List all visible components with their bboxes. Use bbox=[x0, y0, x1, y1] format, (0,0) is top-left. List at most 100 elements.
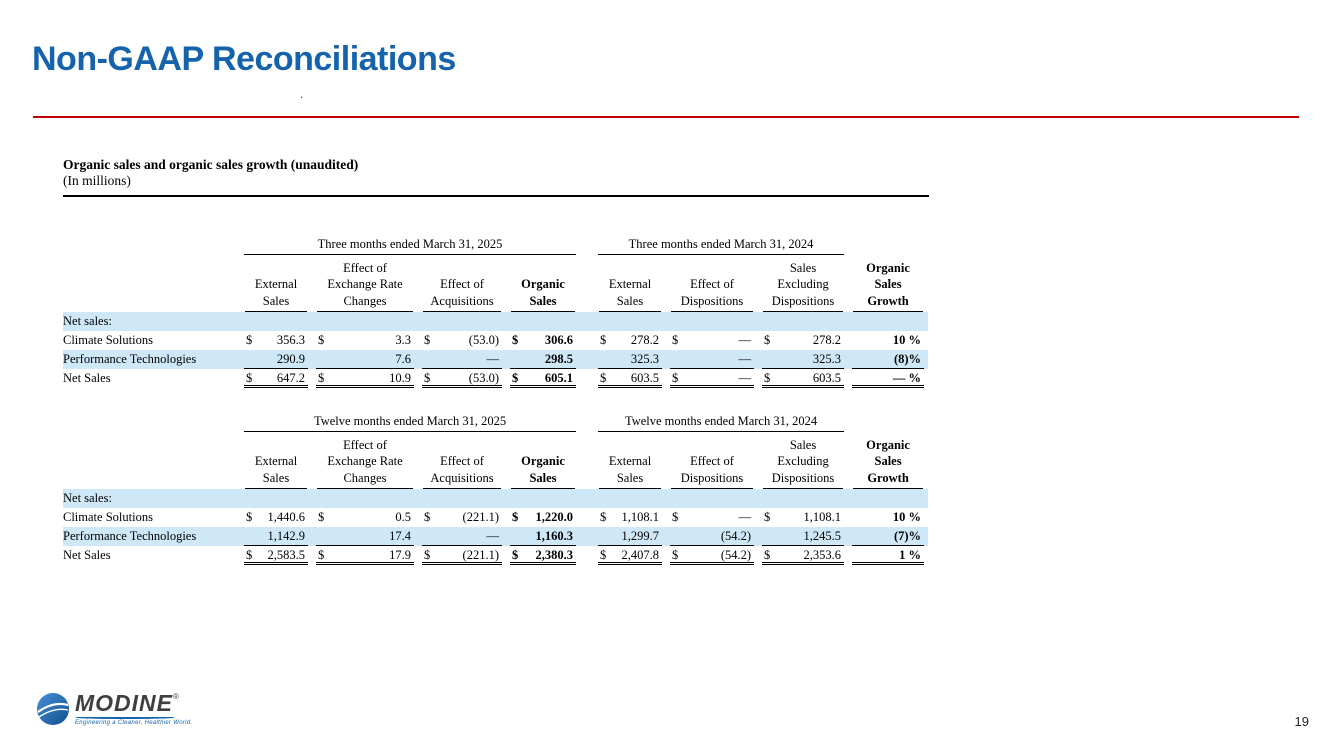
table-row: Net Sales $647.2 $10.9 $ (53.0) $605.1 $603.5 $… bbox=[63, 369, 928, 388]
value-cell: 1,160.3 bbox=[506, 527, 581, 546]
logo-tagline: Engineering a Cleaner, Healthier World. bbox=[75, 720, 193, 726]
spacer-cell bbox=[848, 410, 928, 432]
value-cell: $0.5 bbox=[318, 510, 411, 524]
value-cell: — bbox=[666, 350, 758, 369]
spacer-cell bbox=[848, 233, 928, 255]
row-label: Performance Technologies bbox=[63, 350, 240, 369]
value-cell: 1 % bbox=[848, 546, 928, 565]
column-header: External Sales bbox=[240, 432, 312, 489]
title-divider-line bbox=[33, 116, 1299, 118]
value-cell: $10.9 bbox=[312, 369, 418, 388]
column-header: Organic Sales Growth bbox=[848, 255, 928, 312]
column-header: Sales Excluding Dispositions bbox=[758, 255, 848, 312]
table-three-months: Three months ended March 31, 2025 Three m… bbox=[63, 233, 929, 388]
period-header-left: Three months ended March 31, 2025 bbox=[240, 233, 580, 255]
modine-logo: MODINE® Engineering a Cleaner, Healthier… bbox=[36, 692, 192, 726]
value-cell: 325.3 bbox=[594, 350, 666, 369]
value-cell: $278.2 bbox=[600, 333, 659, 347]
value-cell: $2,380.3 bbox=[506, 546, 580, 565]
value-cell: $1,440.6 bbox=[246, 510, 305, 524]
value-cell: 10 % bbox=[892, 510, 922, 524]
column-header: Effect of Exchange Rate Changes bbox=[312, 255, 418, 312]
value-cell: 1,142.9 bbox=[240, 527, 312, 546]
value-cell: $278.2 bbox=[764, 333, 842, 347]
spacer-cell bbox=[580, 527, 595, 546]
row-label: Climate Solutions bbox=[63, 510, 153, 524]
spacer-cell bbox=[63, 255, 240, 312]
value-cell: 298.5 bbox=[506, 350, 580, 369]
value-cell: 17.4 bbox=[312, 527, 418, 546]
value-cell: $647.2 bbox=[240, 369, 312, 388]
value-cell: $ (54.2) bbox=[666, 546, 758, 565]
spacer-cell bbox=[580, 546, 594, 565]
table-row: Performance Technologies 290.9 7.6—298.5 32… bbox=[63, 350, 929, 369]
value-cell: $3.3 bbox=[318, 333, 411, 347]
table-twelve-months: Twelve months ended March 31, 2025 Twelve… bbox=[63, 410, 929, 565]
table-row: Climate Solutions $1,440.6 $0.5 $ (221.1) $1,… bbox=[63, 508, 928, 527]
value-cell: — % bbox=[848, 369, 928, 388]
row-label: Net Sales bbox=[63, 548, 111, 562]
value-cell: $ (221.1) bbox=[418, 546, 506, 565]
value-cell: $ — bbox=[666, 369, 758, 388]
tables-container: Three months ended March 31, 2025 Three m… bbox=[63, 233, 929, 565]
value-cell: $2,407.8 bbox=[594, 546, 666, 565]
value-cell: $356.3 bbox=[246, 333, 305, 347]
registered-mark: ® bbox=[173, 692, 179, 701]
value-cell: $ — bbox=[672, 333, 751, 347]
spacer-cell bbox=[580, 350, 594, 369]
slide-title: Non-GAAP Reconciliations bbox=[32, 40, 456, 78]
value-cell: 290.9 bbox=[240, 350, 312, 369]
period-header-right: Twelve months ended March 31, 2024 bbox=[594, 410, 848, 432]
value-cell: — bbox=[418, 350, 506, 369]
period-header-row: Three months ended March 31, 2025 Three m… bbox=[63, 233, 928, 255]
table-row: Performance Technologies 1,142.9 17.4—1,16… bbox=[63, 527, 929, 546]
column-header: Organic Sales bbox=[506, 432, 580, 489]
modine-wordmark: MODINE® bbox=[75, 690, 179, 716]
column-header: Organic Sales Growth bbox=[848, 432, 928, 489]
value-cell: $1,108.1 bbox=[600, 510, 660, 524]
value-cell: $605.1 bbox=[506, 369, 580, 388]
stray-dot: . bbox=[300, 86, 304, 101]
period-header-right: Three months ended March 31, 2024 bbox=[594, 233, 848, 255]
value-cell: (7)% bbox=[848, 527, 929, 546]
spacer-cell bbox=[63, 432, 240, 489]
value-cell: $ (221.1) bbox=[424, 510, 499, 524]
value-cell: $1,108.1 bbox=[764, 510, 842, 524]
value-cell: $603.5 bbox=[758, 369, 848, 388]
spacer-cell bbox=[63, 410, 240, 432]
spacer-cell bbox=[580, 331, 594, 350]
column-header: Organic Sales bbox=[506, 255, 580, 312]
column-header-row: External Sales Effect of Exchange Rate Chang… bbox=[63, 432, 928, 489]
row-label: Net sales: bbox=[63, 489, 929, 508]
spacer-cell bbox=[580, 255, 594, 312]
column-header-row: External Sales Effect of Exchange Rate Chang… bbox=[63, 255, 928, 312]
row-label: Net Sales bbox=[63, 371, 111, 385]
value-cell: (8)% bbox=[848, 350, 929, 369]
spacer-cell bbox=[580, 432, 594, 489]
column-header: External Sales bbox=[594, 255, 666, 312]
row-label: Performance Technologies bbox=[63, 527, 240, 546]
value-cell: $17.9 bbox=[312, 546, 418, 565]
value-cell: $603.5 bbox=[594, 369, 666, 388]
logo-swoosh bbox=[75, 716, 175, 719]
period-header-left: Twelve months ended March 31, 2025 bbox=[240, 410, 580, 432]
column-header: External Sales bbox=[594, 432, 666, 489]
spacer-cell bbox=[63, 233, 240, 255]
value-cell: 1,245.5 bbox=[758, 527, 849, 546]
page-number: 19 bbox=[1294, 714, 1309, 729]
modine-globe-icon bbox=[37, 693, 69, 725]
value-cell: — bbox=[418, 527, 506, 546]
table-row: Net sales: bbox=[63, 312, 929, 331]
value-cell: $306.6 bbox=[512, 333, 573, 347]
value-cell: 7.6 bbox=[312, 350, 418, 369]
value-cell: 10 % bbox=[892, 333, 922, 347]
value-cell: $ (53.0) bbox=[424, 333, 499, 347]
value-cell: $ (53.0) bbox=[418, 369, 506, 388]
column-header: External Sales bbox=[240, 255, 312, 312]
value-cell: $2,583.5 bbox=[240, 546, 312, 565]
value-cell: $2,353.6 bbox=[758, 546, 848, 565]
value-cell: (54.2) bbox=[666, 527, 759, 546]
spacer-cell bbox=[580, 233, 594, 255]
table-row: Net Sales $2,583.5 $17.9 $ (221.1) $2,380.3 $2… bbox=[63, 546, 928, 565]
content-area: Organic sales and organic sales growth (… bbox=[63, 157, 929, 565]
